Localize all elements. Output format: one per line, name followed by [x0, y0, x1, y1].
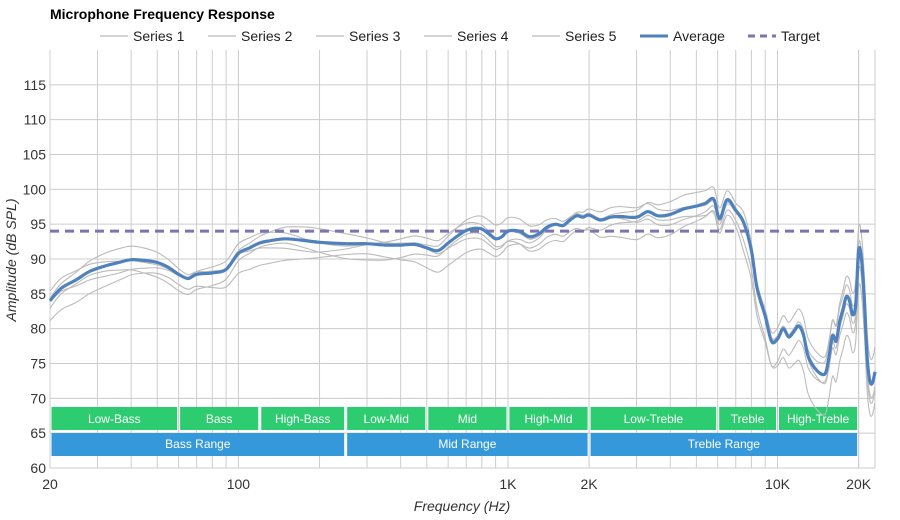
legend-label: Series 1 — [133, 28, 185, 44]
x-tick-label: 1K — [499, 476, 517, 492]
band-high-mid — [509, 407, 588, 430]
band-label: Bass — [206, 412, 233, 426]
band-low-bass — [51, 407, 178, 430]
range-label: Bass Range — [165, 437, 231, 451]
x-tick-label: 20 — [42, 476, 58, 492]
band-label: Low-Bass — [88, 412, 141, 426]
y-tick-label: 75 — [30, 356, 46, 372]
legend-label: Series 3 — [349, 28, 401, 44]
chart-title: Microphone Frequency Response — [50, 6, 275, 22]
band-label: High-Treble — [787, 412, 850, 426]
band-bass — [180, 407, 259, 430]
average-line — [48, 196, 877, 386]
band-label: Low-Treble — [624, 412, 684, 426]
band-label: Treble — [731, 412, 765, 426]
band-treble — [719, 407, 776, 430]
range-label: Treble Range — [688, 437, 761, 451]
band-annotations: Low-Bass Bass High-Bass Low-Mid Mid High-Mid L… — [51, 407, 858, 456]
x-tick-label: 100 — [227, 476, 251, 492]
range-label: Mid Range — [438, 437, 496, 451]
band-label: High-Mid — [525, 412, 573, 426]
band-low-mid — [347, 407, 426, 430]
y-tick-label: 115 — [24, 77, 47, 93]
range-treble-range — [590, 433, 858, 456]
y-tick-label: 90 — [30, 251, 46, 267]
range-mid-range — [347, 433, 588, 456]
y-tick-label: 70 — [30, 390, 46, 406]
y-tick-label: 60 — [30, 460, 46, 476]
band-high-treble — [778, 407, 858, 430]
legend-label: Target — [781, 28, 820, 44]
legend-label: Series 5 — [565, 28, 617, 44]
band-mid — [428, 407, 507, 430]
legend-label: Series 4 — [457, 28, 509, 44]
y-tick-label: 65 — [30, 425, 46, 441]
x-axis-label: Frequency (Hz) — [414, 498, 510, 514]
range-bass-range — [51, 433, 345, 456]
legend-label: Series 2 — [241, 28, 293, 44]
series-line-3 — [49, 200, 876, 383]
x-axis-ticks: 20 100 1K 2K 10K 20K — [42, 476, 872, 492]
y-tick-label: 85 — [30, 286, 46, 302]
y-axis-ticks: 60 65 70 75 80 85 90 95 100 105 110 115 — [23, 77, 47, 476]
legend: Series 1 Series 2 Series 3 Series 4 Series 5… — [100, 28, 820, 44]
x-tick-label: 10K — [765, 476, 791, 492]
y-tick-label: 95 — [30, 216, 46, 232]
y-tick-label: 100 — [23, 181, 47, 197]
y-tick-label: 80 — [30, 321, 46, 337]
band-high-bass — [261, 407, 345, 430]
legend-label: Average — [673, 28, 725, 44]
x-tick-label: 20K — [846, 476, 872, 492]
series-line-5 — [49, 209, 876, 417]
y-tick-label: 105 — [23, 147, 47, 163]
y-tick-label: 110 — [24, 112, 47, 128]
band-label: High-Bass — [275, 412, 330, 426]
band-label: Mid — [458, 412, 477, 426]
band-label: Low-Mid — [364, 412, 409, 426]
x-tick-label: 2K — [581, 476, 599, 492]
band-low-treble — [590, 407, 717, 430]
y-axis-label: Amplitude (dB SPL) — [3, 199, 19, 323]
average-line-group — [48, 196, 877, 386]
